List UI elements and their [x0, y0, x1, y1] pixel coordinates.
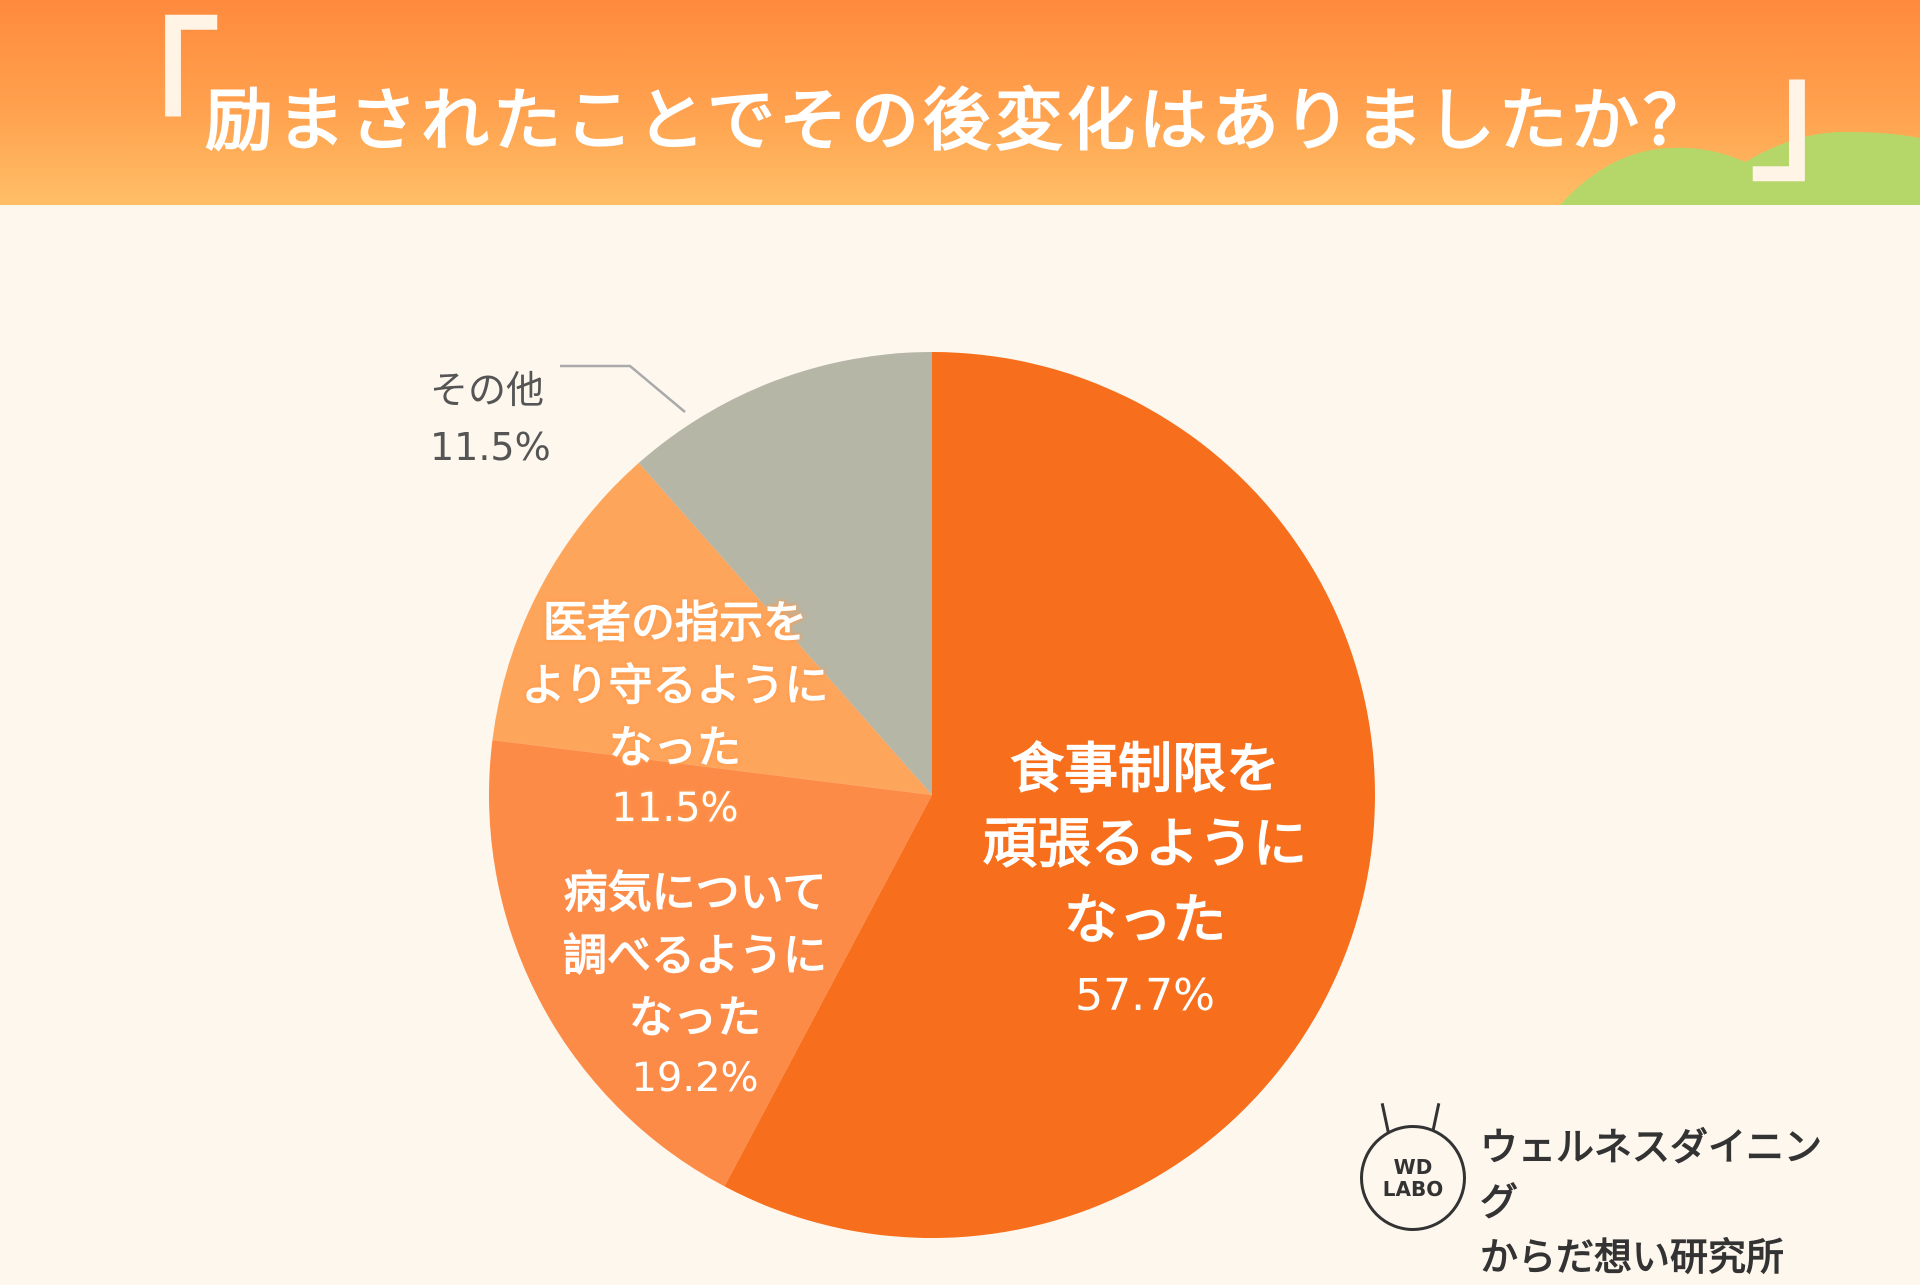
decorative-hill [1560, 131, 1920, 205]
logo-badge-line2: LABO [1382, 1177, 1444, 1201]
close-bracket: 」 [1750, 28, 1901, 202]
open-bracket: 「 [70, 6, 221, 180]
logo-name-line2: からだ想い研究所 [1480, 1235, 1785, 1280]
slice-label-doctor: 医者の指示を より守るように なった 11.5% [510, 530, 840, 899]
slice-label-research: 病気について 調べるように なった 19.2% [540, 800, 850, 1169]
page-title: 励まされたことでその後変化はありましたか？ [205, 82, 1715, 161]
logo-name-line1: ウェルネスダイニング [1480, 1125, 1823, 1225]
logo-text: ウェルネスダイニング からだ想い研究所 [1480, 1120, 1850, 1285]
slice-label-doctor-pct: 11.5% [611, 784, 739, 831]
slice-label-other: その他 11.5% [430, 305, 551, 533]
logo-badge: WD LABO [1360, 1125, 1466, 1231]
slice-label-diet-pct: 57.7% [1075, 970, 1215, 1022]
slice-label-research-text: 病気について 調べるように なった [563, 867, 827, 1044]
slice-label-other-text: その他 [430, 368, 545, 412]
leader-line-other [560, 364, 686, 413]
pie-slice-3 [638, 352, 932, 795]
pie-slice-2 [492, 462, 932, 795]
pie-slice-1 [488, 740, 932, 1187]
brand-logo: WD LABO ウェルネスダイニング からだ想い研究所 [1350, 1085, 1850, 1279]
pie-slice-0 [724, 352, 1375, 1238]
slice-label-diet-text: 食事制限を 頑張るように なった [983, 736, 1307, 951]
slice-label-other-pct: 11.5% [430, 425, 551, 469]
slice-label-doctor-text: 医者の指示を より守るように なった [521, 597, 829, 774]
slice-label-diet: 食事制限を 頑張るように なった 57.7% [960, 655, 1330, 1103]
logo-badge-line1: WD [1393, 1155, 1433, 1179]
header-banner: 「 励まされたことでその後変化はありましたか？ 」 [0, 0, 1920, 205]
slice-label-research-pct: 19.2% [631, 1054, 759, 1101]
